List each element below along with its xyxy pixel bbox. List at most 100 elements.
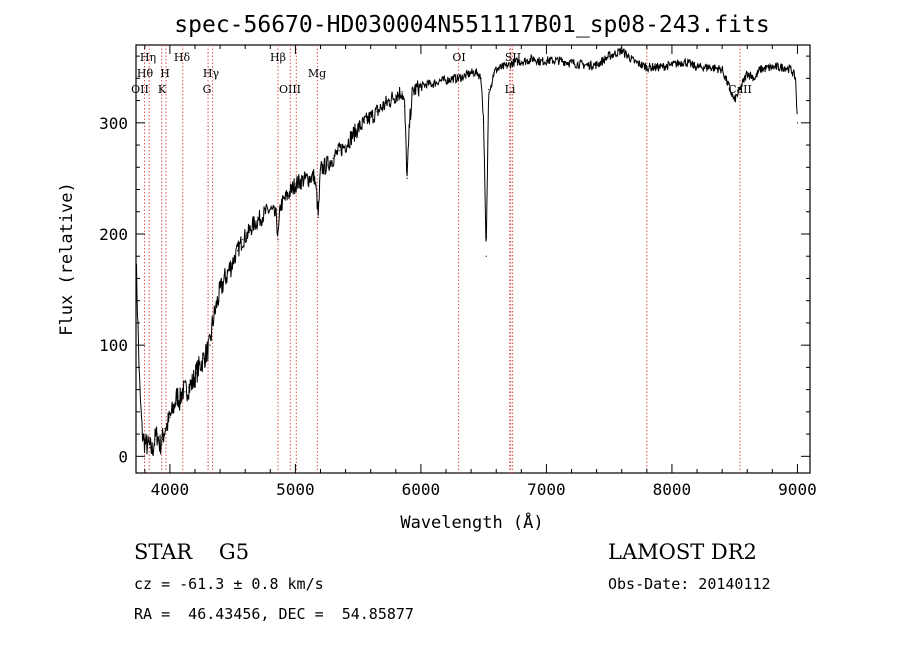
- chart-title: spec-56670-HD030004N551117B01_sp08-243.f…: [174, 12, 769, 38]
- spectrum-point: [363, 122, 366, 124]
- line-label: Hη: [140, 51, 156, 64]
- y-tick-label: 300: [99, 114, 128, 133]
- spectrum-point: [406, 177, 408, 180]
- spectrum-point: [181, 389, 184, 391]
- spectrum-point: [426, 83, 428, 85]
- spectrum-point: [508, 64, 510, 66]
- spectrum-point: [488, 88, 490, 91]
- spectral-line-markers: [144, 45, 741, 473]
- spectrum-point: [671, 64, 673, 66]
- spectrum-point: [139, 389, 141, 391]
- spectrum-point: [214, 311, 216, 313]
- x-axis-label: Wavelength (Å): [400, 511, 543, 533]
- spectrum-point: [493, 72, 495, 74]
- spectrum-point: [338, 150, 340, 152]
- spectrum-point: [708, 66, 711, 68]
- spectrum-point: [558, 59, 560, 62]
- spectrum-point: [721, 68, 723, 71]
- spectrum-point: [176, 394, 179, 396]
- spectrum-point: [432, 83, 435, 85]
- spectrum-point: [439, 79, 441, 82]
- spectrum-point: [746, 72, 748, 74]
- spectrum-point: [161, 439, 163, 441]
- spectrum-point: [696, 66, 698, 68]
- spectrum-point: [485, 255, 487, 257]
- spectrum-point: [307, 177, 309, 180]
- spectrum-point: [237, 250, 239, 252]
- line-label: G: [203, 83, 212, 96]
- axis-tick-labels: 4000 5000 6000 7000 8000 9000 0 100 200 300: [99, 114, 817, 499]
- line-label: OIII: [279, 83, 301, 96]
- y-tick-label: 200: [99, 225, 128, 244]
- spectrum-point: [317, 216, 319, 218]
- spectrum-point: [533, 57, 535, 59]
- spectrum-point: [206, 350, 209, 352]
- spectrum-point: [149, 446, 151, 449]
- spectrum-series: [135, 47, 798, 457]
- line-label: OII: [131, 83, 149, 96]
- spectrum-point: [216, 300, 219, 302]
- spectrum-point: [289, 191, 291, 193]
- line-label: Li: [505, 83, 516, 96]
- y-tick-label: 0: [118, 447, 128, 466]
- redshift-info: cz = -61.3 ± 0.8 km/s: [134, 575, 324, 593]
- x-tick-label: 5000: [276, 480, 315, 499]
- spectrum-point: [294, 183, 297, 185]
- spectrum-point: [480, 77, 482, 79]
- y-axis-label: Flux (relative): [57, 182, 77, 336]
- spectrum-point: [733, 99, 736, 102]
- spectrum-point: [570, 62, 573, 64]
- survey-name: LAMOST DR2: [608, 540, 757, 564]
- obs-date: Obs-Date: 20140112: [608, 575, 771, 593]
- spectrum-layer: [135, 47, 799, 457]
- spectrum-point: [252, 224, 254, 226]
- line-label: Hδ: [174, 51, 191, 64]
- spectrum-point: [164, 427, 166, 430]
- spectrum-point: [608, 55, 610, 57]
- spectrum-point: [754, 77, 756, 79]
- spectrum-point: [790, 68, 792, 71]
- spectrum-point: [156, 433, 158, 435]
- spectrum-point: [135, 255, 137, 257]
- spectrum-point: [357, 127, 359, 129]
- spectrum-point: [514, 61, 516, 63]
- spectrum-point: [174, 402, 176, 404]
- spectrum-point: [232, 261, 234, 263]
- spectrum-point: [464, 75, 466, 77]
- spectrum-point: [247, 233, 249, 235]
- spectrum-point: [313, 175, 315, 177]
- axis-ticks: [136, 45, 810, 473]
- spectrum-point: [483, 122, 485, 124]
- spectrum-point: [401, 91, 403, 93]
- x-tick-label: 6000: [402, 480, 441, 499]
- spectrum-point: [191, 382, 194, 384]
- spectrum-point: [414, 88, 416, 91]
- spectrum-point: [284, 197, 286, 200]
- spectrum-point: [621, 49, 623, 52]
- spectrum-point: [370, 116, 372, 118]
- spectrum-point: [784, 66, 786, 68]
- object-class: STAR G5: [134, 540, 249, 564]
- spectrum-point: [583, 64, 585, 66]
- spectrum-point: [501, 66, 504, 68]
- spectrum-point: [646, 66, 648, 68]
- x-tick-label: 7000: [527, 480, 566, 499]
- spectrum-point: [520, 61, 522, 63]
- spectrum-point: [495, 68, 497, 71]
- spectrum-point: [490, 83, 493, 85]
- spectrum-point: [539, 61, 541, 63]
- spectrum-point: [409, 122, 411, 124]
- spectrum-point: [257, 220, 259, 222]
- spectrum-point: [345, 144, 347, 146]
- spectrum-point: [199, 364, 201, 366]
- spectrum-point: [382, 105, 384, 107]
- spectrum-point: [451, 77, 453, 79]
- spectrum-point: [420, 86, 422, 88]
- spectrum-point: [771, 66, 773, 68]
- spectrum-point: [184, 391, 186, 393]
- spectrum-point: [794, 77, 797, 79]
- spectrum-point: [545, 59, 548, 62]
- spectrum-point: [222, 283, 224, 285]
- spectrum-point: [154, 439, 156, 441]
